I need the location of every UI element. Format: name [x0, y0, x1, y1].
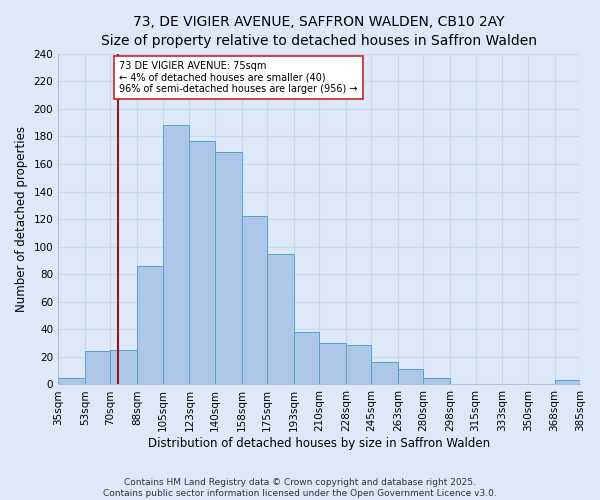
Bar: [398, 370, 424, 384]
Bar: [267, 254, 294, 384]
Bar: [163, 126, 190, 384]
Y-axis label: Number of detached properties: Number of detached properties: [15, 126, 28, 312]
Bar: [319, 343, 346, 384]
Bar: [137, 266, 163, 384]
Text: Contains HM Land Registry data © Crown copyright and database right 2025.
Contai: Contains HM Land Registry data © Crown c…: [103, 478, 497, 498]
Bar: [215, 152, 242, 384]
Bar: [371, 362, 398, 384]
Bar: [346, 344, 371, 385]
Bar: [190, 140, 215, 384]
Text: 73 DE VIGIER AVENUE: 75sqm
← 4% of detached houses are smaller (40)
96% of semi-: 73 DE VIGIER AVENUE: 75sqm ← 4% of detac…: [119, 60, 358, 94]
Bar: [58, 378, 85, 384]
Bar: [242, 216, 267, 384]
Title: 73, DE VIGIER AVENUE, SAFFRON WALDEN, CB10 2AY
Size of property relative to deta: 73, DE VIGIER AVENUE, SAFFRON WALDEN, CB…: [101, 15, 537, 48]
Bar: [294, 332, 319, 384]
Bar: [85, 352, 110, 384]
X-axis label: Distribution of detached houses by size in Saffron Walden: Distribution of detached houses by size …: [148, 437, 490, 450]
Bar: [554, 380, 580, 384]
Bar: [424, 378, 450, 384]
Bar: [110, 350, 137, 384]
